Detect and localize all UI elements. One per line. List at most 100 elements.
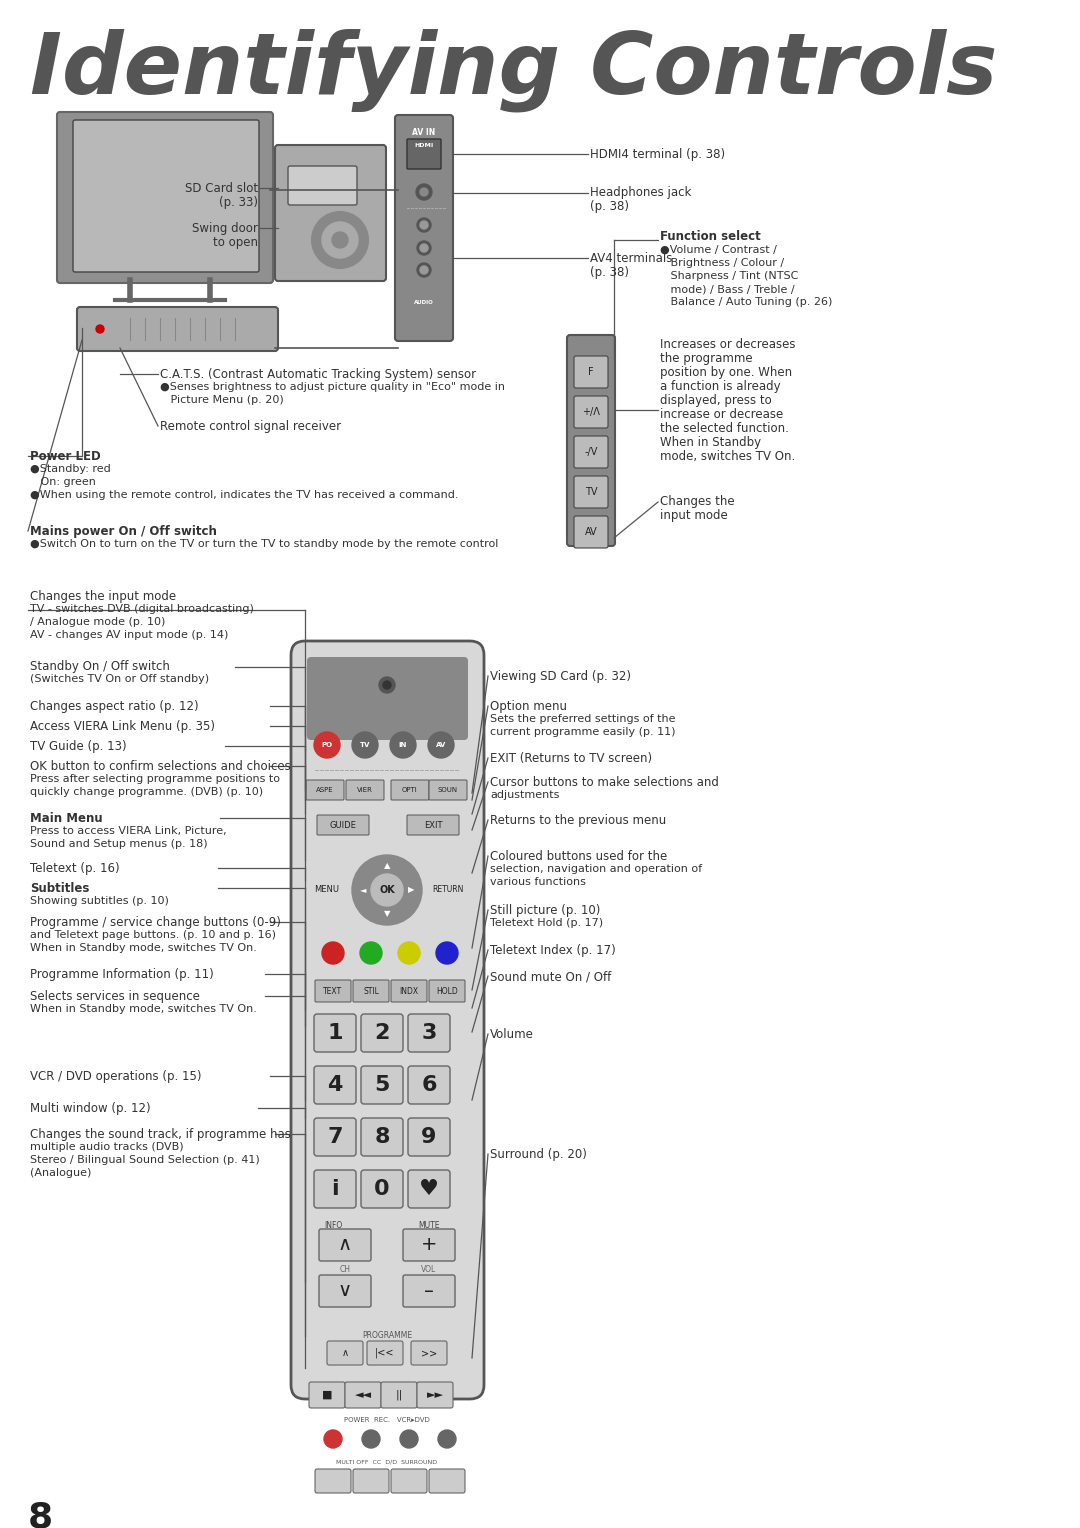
FancyBboxPatch shape: [309, 1381, 345, 1407]
Text: and Teletext page buttons. (p. 10 and p. 16): and Teletext page buttons. (p. 10 and p.…: [30, 931, 276, 940]
Text: AV - changes AV input mode (p. 14): AV - changes AV input mode (p. 14): [30, 630, 228, 640]
Text: increase or decrease: increase or decrease: [660, 408, 783, 422]
FancyBboxPatch shape: [573, 396, 608, 428]
FancyBboxPatch shape: [403, 1274, 455, 1306]
FancyBboxPatch shape: [314, 1170, 356, 1209]
Text: HDMI4 terminal (p. 38): HDMI4 terminal (p. 38): [590, 148, 725, 160]
Text: TV - switches DVB (digital broadcasting): TV - switches DVB (digital broadcasting): [30, 604, 254, 614]
Text: Subtitles: Subtitles: [30, 882, 90, 895]
Text: OK: OK: [379, 885, 395, 895]
Text: ||: ||: [395, 1390, 403, 1400]
FancyBboxPatch shape: [567, 335, 615, 545]
Text: input mode: input mode: [660, 509, 728, 523]
Text: ●When using the remote control, indicates the TV has received a command.: ●When using the remote control, indicate…: [30, 490, 459, 500]
Text: 0: 0: [374, 1180, 390, 1199]
Text: Option menu: Option menu: [490, 700, 567, 714]
Circle shape: [352, 856, 422, 924]
Text: Multi window (p. 12): Multi window (p. 12): [30, 1102, 150, 1115]
Text: Picture Menu (p. 20): Picture Menu (p. 20): [160, 396, 284, 405]
FancyBboxPatch shape: [573, 477, 608, 507]
Text: displayed, press to: displayed, press to: [660, 394, 772, 406]
Text: MULTI OFF  CC  D∕D  SURROUND: MULTI OFF CC D∕D SURROUND: [337, 1459, 437, 1464]
Text: ASPE: ASPE: [316, 787, 334, 793]
Text: Identifying Controls: Identifying Controls: [30, 28, 997, 112]
FancyBboxPatch shape: [345, 1381, 381, 1407]
Text: 9: 9: [421, 1128, 436, 1148]
Circle shape: [332, 232, 348, 248]
Text: EXIT (Returns to TV screen): EXIT (Returns to TV screen): [490, 752, 652, 766]
Text: Selects services in sequence: Selects services in sequence: [30, 990, 200, 1002]
FancyBboxPatch shape: [346, 779, 384, 801]
Circle shape: [390, 732, 416, 758]
FancyBboxPatch shape: [403, 1229, 455, 1261]
Text: (Analogue): (Analogue): [30, 1167, 92, 1178]
Circle shape: [420, 266, 428, 274]
Circle shape: [400, 1430, 418, 1449]
FancyBboxPatch shape: [417, 1381, 453, 1407]
Text: C.A.T.S. (Contrast Automatic Tracking System) sensor: C.A.T.S. (Contrast Automatic Tracking Sy…: [160, 368, 476, 380]
FancyBboxPatch shape: [275, 145, 386, 281]
FancyBboxPatch shape: [327, 1342, 363, 1365]
FancyBboxPatch shape: [381, 1381, 417, 1407]
FancyBboxPatch shape: [395, 115, 453, 341]
Text: SOUN: SOUN: [437, 787, 458, 793]
Text: ♥: ♥: [419, 1180, 438, 1199]
Text: Programme Information (p. 11): Programme Information (p. 11): [30, 969, 214, 981]
Text: VIER: VIER: [357, 787, 373, 793]
Text: Brightness / Colour /: Brightness / Colour /: [660, 258, 784, 267]
FancyBboxPatch shape: [391, 979, 427, 1002]
Text: HOLD: HOLD: [436, 987, 458, 996]
Text: Cursor buttons to make selections and: Cursor buttons to make selections and: [490, 776, 719, 788]
Text: ●Volume / Contrast /: ●Volume / Contrast /: [660, 244, 777, 255]
FancyBboxPatch shape: [407, 814, 459, 834]
Text: the selected function.: the selected function.: [660, 422, 788, 435]
Text: PO: PO: [322, 743, 333, 749]
Circle shape: [399, 941, 420, 964]
Text: mode, switches TV On.: mode, switches TV On.: [660, 451, 795, 463]
Text: SD Card slot: SD Card slot: [185, 182, 258, 196]
Text: Still picture (p. 10): Still picture (p. 10): [490, 905, 600, 917]
Circle shape: [417, 263, 431, 277]
Text: IN: IN: [399, 743, 407, 749]
FancyBboxPatch shape: [318, 814, 369, 834]
Text: AUDIO: AUDIO: [414, 299, 434, 306]
Text: ◄: ◄: [360, 886, 366, 894]
Text: GUIDE: GUIDE: [329, 821, 356, 830]
Text: Changes the: Changes the: [660, 495, 734, 507]
Text: adjustments: adjustments: [490, 790, 559, 801]
Circle shape: [314, 732, 340, 758]
Text: AV IN: AV IN: [413, 128, 435, 138]
FancyBboxPatch shape: [291, 642, 484, 1400]
Circle shape: [420, 222, 428, 229]
Text: CH: CH: [339, 1265, 351, 1274]
Circle shape: [322, 222, 357, 258]
Text: When in Standby mode, switches TV On.: When in Standby mode, switches TV On.: [30, 943, 257, 953]
Text: mode) / Bass / Treble /: mode) / Bass / Treble /: [660, 284, 795, 293]
FancyBboxPatch shape: [408, 1067, 450, 1105]
Text: Sound and Setup menus (p. 18): Sound and Setup menus (p. 18): [30, 839, 207, 850]
FancyBboxPatch shape: [353, 1468, 389, 1493]
FancyBboxPatch shape: [314, 1067, 356, 1105]
Text: ►►: ►►: [427, 1390, 444, 1400]
Text: Swing door: Swing door: [192, 222, 258, 235]
Text: POWER  REC.   VCR▸DVD: POWER REC. VCR▸DVD: [345, 1416, 430, 1423]
FancyBboxPatch shape: [391, 779, 429, 801]
Text: MENU: MENU: [314, 886, 339, 894]
Text: current programme easily (p. 11): current programme easily (p. 11): [490, 727, 675, 736]
Text: (p. 38): (p. 38): [590, 266, 629, 280]
Text: Volume: Volume: [490, 1028, 534, 1041]
Text: Changes the sound track, if programme has: Changes the sound track, if programme ha…: [30, 1128, 291, 1141]
Text: STIL: STIL: [363, 987, 379, 996]
Text: 6: 6: [421, 1076, 436, 1096]
Text: >>: >>: [421, 1348, 437, 1358]
Circle shape: [362, 1430, 380, 1449]
Text: Teletext Hold (p. 17): Teletext Hold (p. 17): [490, 918, 603, 927]
Text: Access VIERA Link Menu (p. 35): Access VIERA Link Menu (p. 35): [30, 720, 215, 733]
Text: Teletext Index (p. 17): Teletext Index (p. 17): [490, 944, 616, 957]
Text: 1: 1: [327, 1024, 342, 1044]
FancyBboxPatch shape: [391, 1468, 427, 1493]
Circle shape: [96, 325, 104, 333]
Text: OK button to confirm selections and choices: OK button to confirm selections and choi…: [30, 759, 291, 773]
FancyBboxPatch shape: [573, 435, 608, 468]
FancyBboxPatch shape: [429, 979, 465, 1002]
